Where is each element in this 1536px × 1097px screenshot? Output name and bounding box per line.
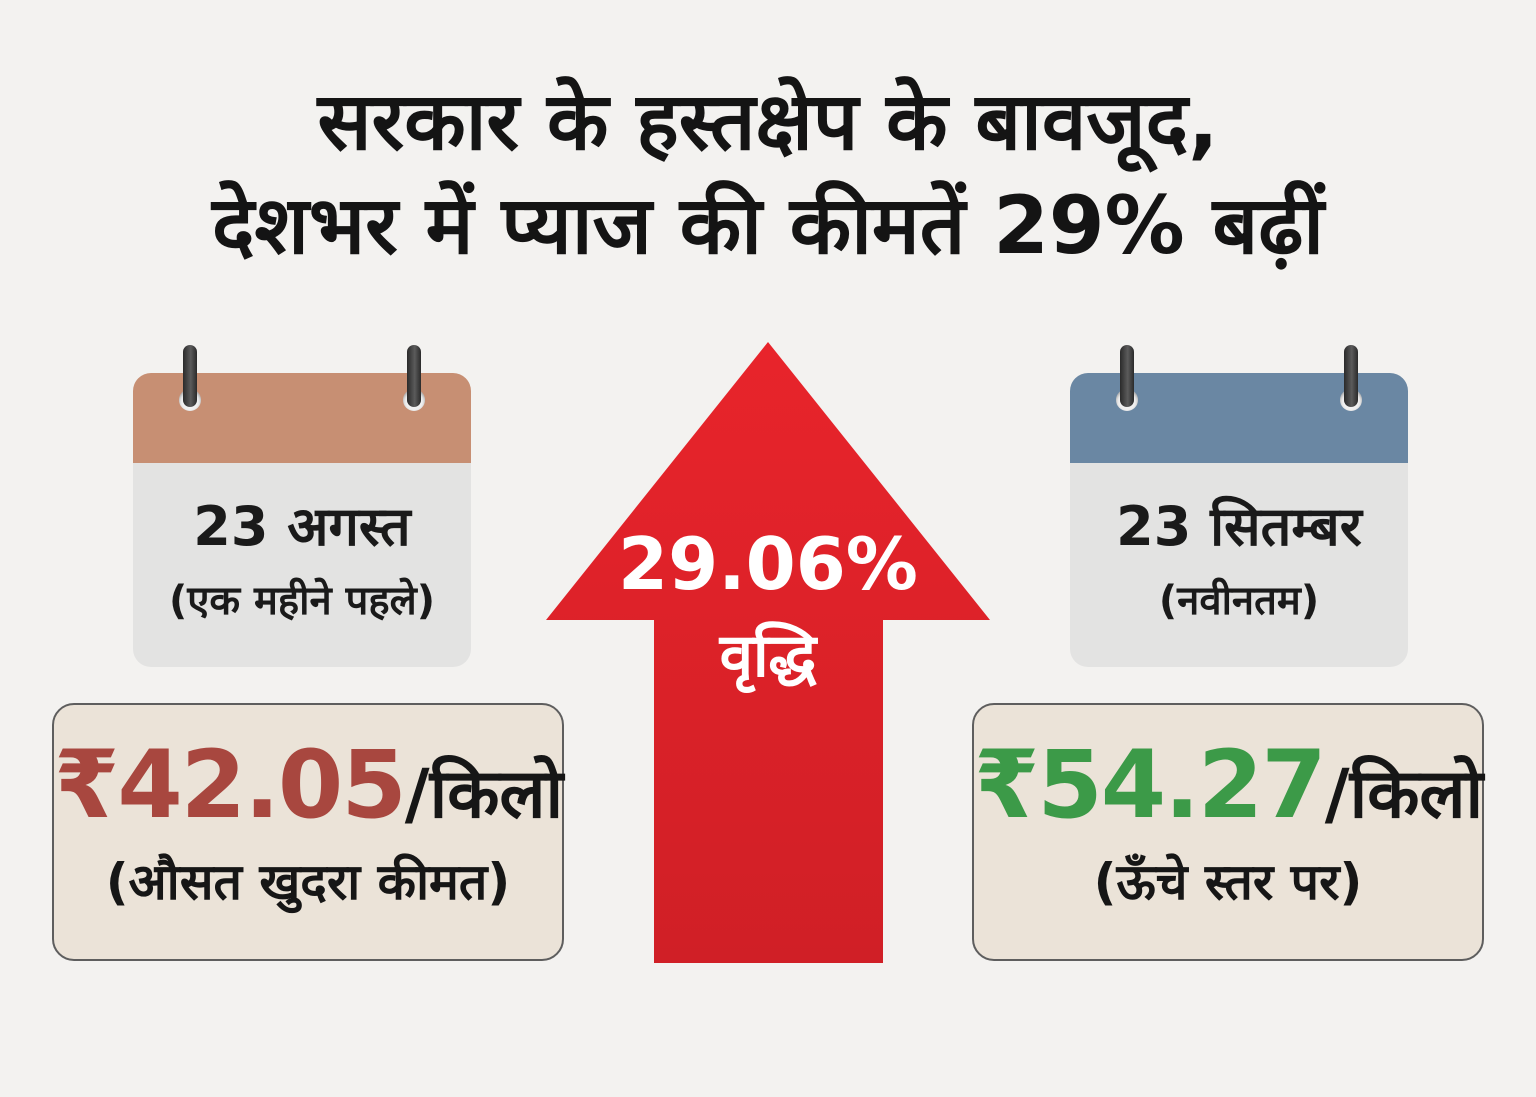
right-calendar-icon: 23 सितम्बर (नवीनतम) (1070, 345, 1408, 667)
left-date: 23 अगस्त (193, 495, 411, 558)
up-arrow-icon (546, 342, 990, 963)
calendar-ring (407, 345, 421, 407)
left-price-unit: /किलो (404, 755, 564, 834)
left-price-note: (औसत खुदरा कीमत) (105, 853, 511, 911)
increase-percent: 29.06% (618, 522, 918, 606)
right-calendar-body: 23 सितम्बर (नवीनतम) (1070, 463, 1408, 667)
right-price-value: ₹54.27 (974, 731, 1327, 840)
calendar-ring (1344, 345, 1358, 407)
headline-line-2: देशभर में प्याज की कीमतें 29% बढ़ीं (211, 179, 1325, 272)
headline: सरकार के हस्तक्षेप के बावजूद, देशभर में … (0, 70, 1536, 278)
increase-arrow: 29.06% वृद्धि (544, 340, 992, 965)
right-price-bubble: ₹54.27/किलो (ऊँचे स्तर पर) (972, 703, 1484, 961)
left-price-value: ₹42.05 (54, 731, 407, 840)
calendar-ring (183, 345, 197, 407)
left-calendar-icon: 23 अगस्त (एक महीने पहले) (133, 345, 471, 667)
left-date-note: (एक महीने पहले) (168, 578, 436, 624)
calendar-ring (1120, 345, 1134, 407)
increase-label: वृद्धि (719, 621, 817, 691)
headline-line-1: सरकार के हस्तक्षेप के बावजूद, (317, 75, 1219, 168)
right-date: 23 सितम्बर (1116, 495, 1362, 558)
left-price-bubble: ₹42.05/किलो (औसत खुदरा कीमत) (52, 703, 564, 961)
right-date-note: (नवीनतम) (1158, 578, 1320, 624)
left-price-line: ₹42.05/किलो (54, 731, 564, 840)
right-price-unit: /किलो (1324, 755, 1484, 834)
left-calendar-body: 23 अगस्त (एक महीने पहले) (133, 463, 471, 667)
right-price-note: (ऊँचे स्तर पर) (1093, 853, 1363, 911)
right-price-line: ₹54.27/किलो (974, 731, 1484, 840)
